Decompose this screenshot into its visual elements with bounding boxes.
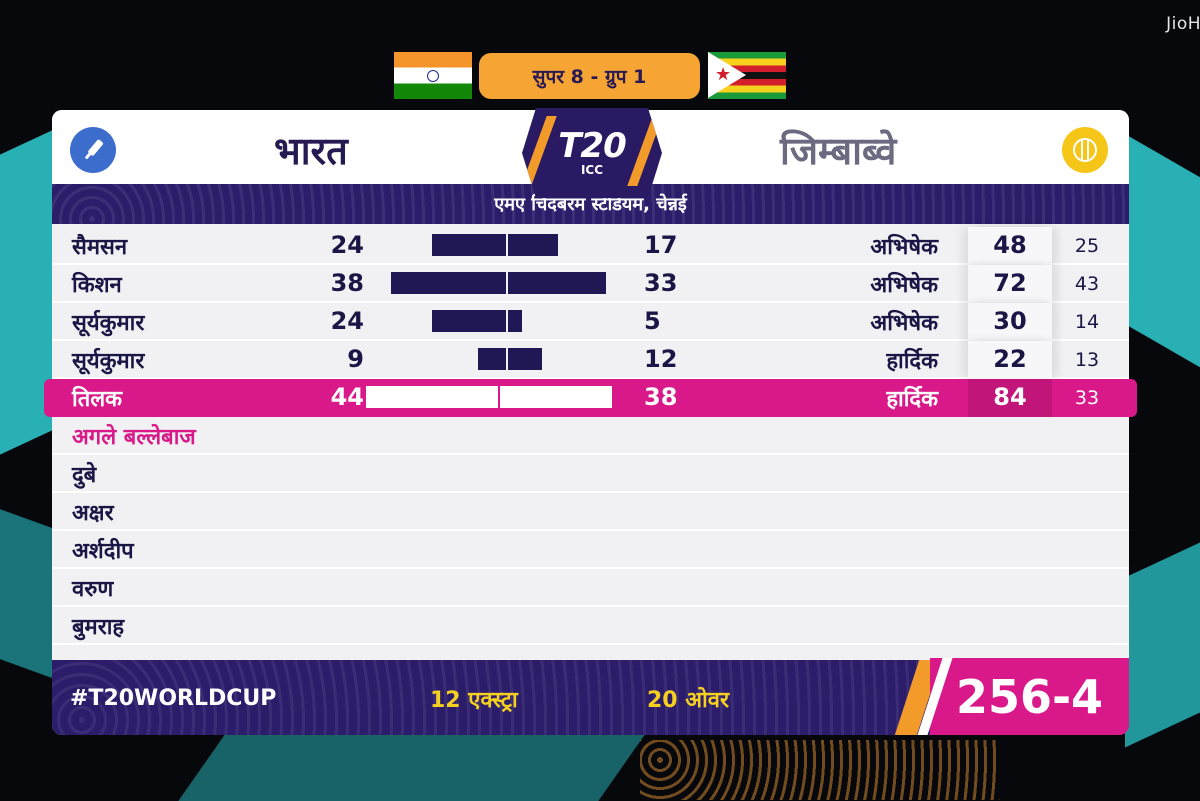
star-icon: ★ (715, 64, 732, 85)
cricket-bat-icon (70, 127, 116, 173)
bowling-team-name: जिम्बाब्वे (780, 129, 897, 173)
partnership-bar (391, 272, 606, 294)
group-badge: सुपर 8 - ग्रुप 1 (479, 53, 700, 99)
partnership-row: सूर्यकुमार 24 5 अभिषेक 30 14 (52, 303, 1129, 341)
partner-runs: 5 (644, 307, 661, 335)
next-batter-row: बुमराह (52, 607, 1129, 645)
next-batter-name: अर्शदीप (72, 539, 134, 564)
bowler-balls: 13 (1074, 349, 1100, 371)
next-batter-name: वरुण (72, 577, 114, 602)
overs-label: 20 ओवर (647, 688, 730, 713)
bowler-balls: 43 (1074, 273, 1100, 295)
batter-runs: 24 (330, 231, 364, 259)
batter-runs: 24 (330, 307, 364, 335)
partnership-row: किशन 38 33 अभिषेक 72 43 (52, 265, 1129, 303)
total-score-box: 256-4 (917, 658, 1129, 735)
partnership-table: सैमसन 24 17 अभिषेक 48 25 किशन 38 33 अभिष… (44, 227, 1137, 645)
batter-name: सूर्यकुमार (72, 349, 145, 374)
current-partnership-row: तिलक 44 38 हार्दिक 84 33 (44, 379, 1137, 417)
next-batter-name: दुबे (72, 463, 97, 488)
partnership-bar-left (391, 272, 506, 294)
batter-name: तिलक (72, 387, 123, 412)
batter-runs: 44 (330, 383, 364, 411)
partner-runs: 12 (644, 345, 678, 373)
partnership-bar-right (498, 386, 612, 408)
partnership-bar-right (506, 272, 606, 294)
bowler-runs: 84 (968, 379, 1052, 417)
total-score: 256-4 (955, 669, 1104, 724)
partnership-bar-left (432, 234, 506, 256)
batter-name: सूर्यकुमार (72, 311, 145, 336)
bowler-balls: 33 (1074, 387, 1100, 409)
cricket-bat-icon-svg (84, 139, 103, 160)
next-batter-row: वरुण (52, 569, 1129, 607)
logo-subtext: ICC (580, 163, 604, 177)
next-batter-row: अक्षर (52, 493, 1129, 531)
background-pattern (640, 740, 1000, 800)
partnership-row: सूर्यकुमार 9 12 हार्दिक 22 13 (52, 341, 1129, 379)
bowler-runs: 72 (968, 265, 1052, 303)
batter-runs: 38 (330, 269, 364, 297)
bowler-name: अभिषेक (870, 235, 938, 260)
partnership-bar-right (506, 348, 542, 370)
batter-name: किशन (72, 273, 122, 298)
bowler-runs: 30 (968, 303, 1052, 341)
batter-name: सैमसन (72, 235, 128, 260)
chakra-icon (427, 70, 439, 82)
partnership-bar (478, 348, 542, 370)
next-batter-name: अक्षर (72, 501, 114, 526)
partnership-row: सैमसन 24 17 अभिषेक 48 25 (52, 227, 1129, 265)
bowler-name: हार्दिक (886, 349, 938, 374)
flag-triangle (708, 52, 746, 98)
next-batters-heading: अगले बल्लेबाज (72, 425, 196, 450)
bowler-balls: 14 (1074, 311, 1100, 333)
partnership-bar-left (478, 348, 506, 370)
bowler-runs: 22 (968, 341, 1052, 379)
next-batter-name: बुमराह (72, 615, 125, 640)
score-footer: #T20WORLDCUP 12 एक्स्ट्रा 20 ओवर 256-4 (52, 658, 1129, 735)
bowler-name: अभिषेक (870, 311, 938, 336)
partner-runs: 17 (644, 231, 678, 259)
logo-text: T20 (558, 126, 627, 166)
partnership-bar-right (506, 310, 522, 332)
bowler-runs: 48 (968, 227, 1052, 265)
background-shape (175, 735, 645, 801)
extras-label: 12 एक्स्ट्रा (430, 688, 518, 713)
next-batter-row: दुबे (52, 455, 1129, 493)
partner-runs: 38 (644, 383, 678, 411)
zimbabwe-flag-icon: ★ (708, 52, 786, 99)
scoreboard: भारत जिम्बाब्वे T20 ICC एमए चिदंबरम स्टे… (44, 108, 1137, 735)
next-batter-row: अर्शदीप (52, 531, 1129, 569)
cricket-ball-icon (1062, 127, 1108, 173)
partnership-bar (432, 310, 522, 332)
next-batters-heading-row: अगले बल्लेबाज (52, 417, 1129, 455)
bowler-balls: 25 (1074, 235, 1100, 257)
batting-team-name: भारत (274, 129, 348, 173)
partnership-bar (432, 234, 558, 256)
t20-world-cup-logo: T20 ICC (522, 108, 662, 198)
venue-name: एमए चिदंबरम स्टेडियम, चेन्नई (494, 194, 687, 215)
background-shape (0, 509, 60, 681)
partnership-bar-right (506, 234, 558, 256)
broadcaster-watermark: JioHo (1166, 14, 1200, 34)
bowler-name: हार्दिक (886, 387, 938, 412)
hashtag-label: #T20WORLDCUP (70, 686, 277, 711)
cricket-ball-icon-svg (1073, 138, 1097, 162)
india-flag-icon (394, 52, 472, 99)
partnership-bar-left (366, 386, 498, 408)
partner-runs: 33 (644, 269, 678, 297)
partnership-bar-left (432, 310, 506, 332)
batter-runs: 9 (347, 345, 364, 373)
bowler-name: अभिषेक (870, 273, 938, 298)
background-shape (1125, 542, 1200, 748)
partnership-bar (366, 386, 612, 408)
